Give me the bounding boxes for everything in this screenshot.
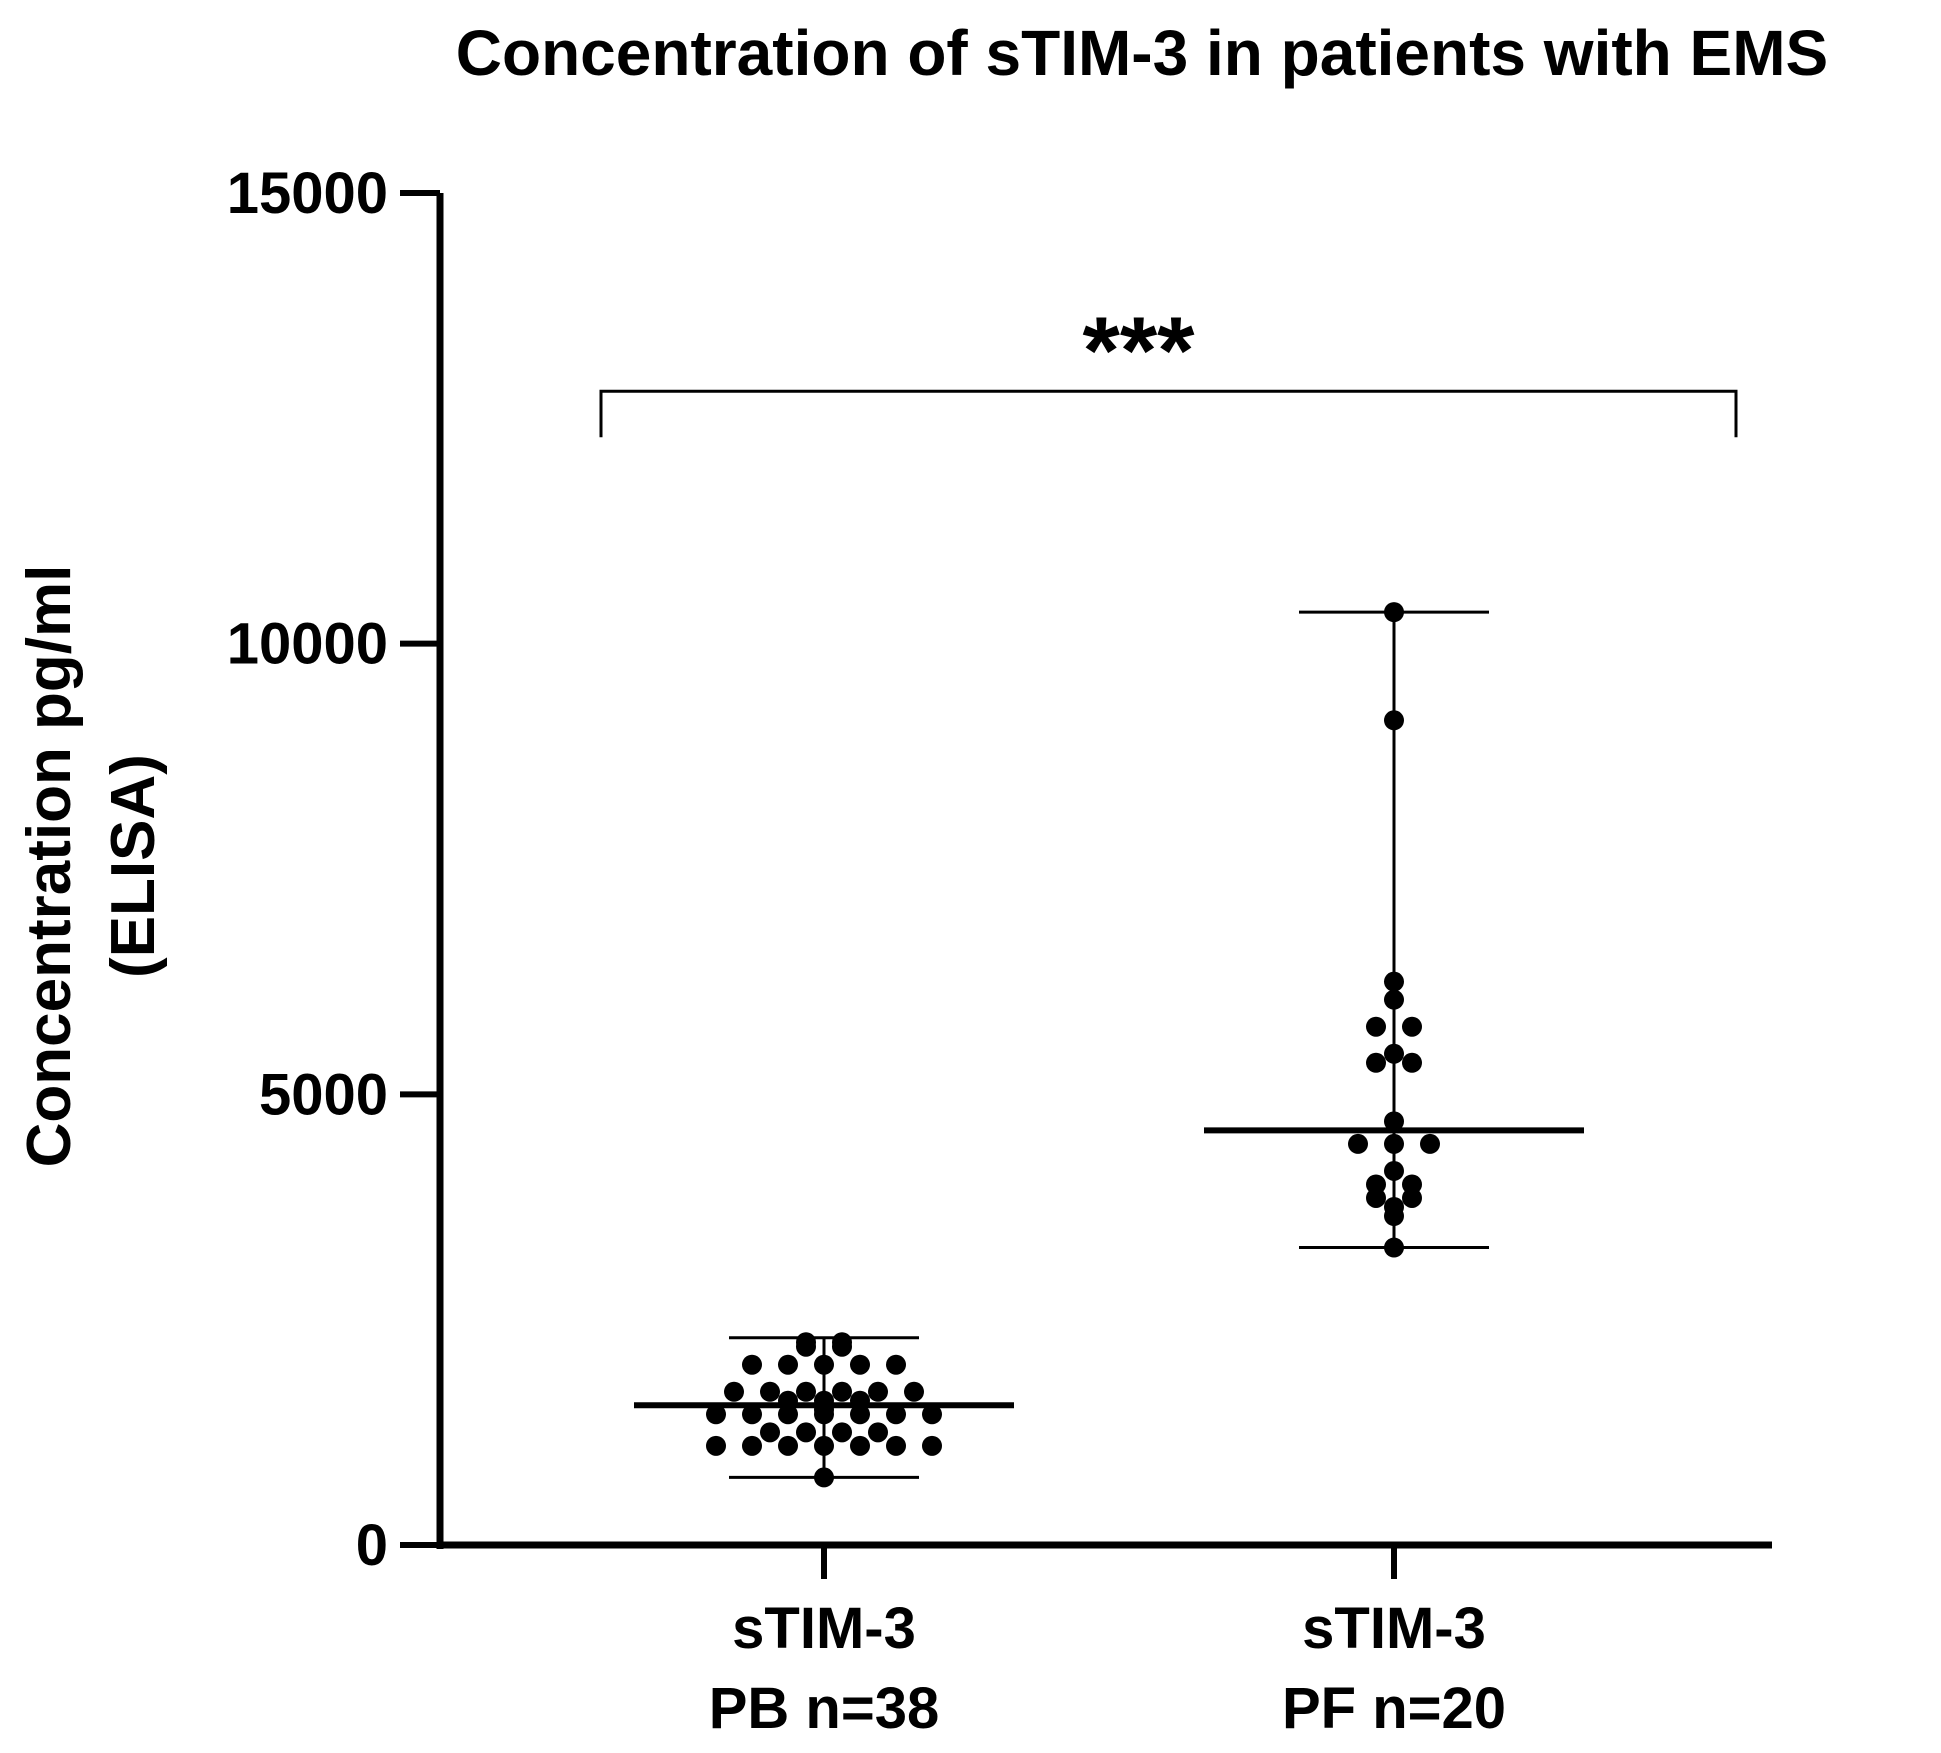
data-point xyxy=(778,1404,798,1425)
data-point xyxy=(832,1381,852,1402)
data-point xyxy=(760,1381,780,1402)
data-point xyxy=(850,1354,870,1375)
data-point xyxy=(760,1422,780,1443)
data-point xyxy=(1384,1133,1404,1154)
data-point xyxy=(868,1422,888,1443)
y-tick-label: 0 xyxy=(356,1513,388,1578)
data-point xyxy=(904,1381,924,1402)
data-point xyxy=(850,1404,870,1425)
data-point xyxy=(814,1435,834,1456)
significance-label: *** xyxy=(1082,297,1195,404)
data-point xyxy=(850,1435,870,1456)
data-point xyxy=(886,1435,906,1456)
data-point xyxy=(832,1422,852,1443)
data-point xyxy=(742,1354,762,1375)
y-tick-label: 15000 xyxy=(227,161,388,226)
y-tick-label: 5000 xyxy=(259,1062,388,1127)
data-point xyxy=(1384,1111,1404,1132)
data-point xyxy=(796,1336,816,1357)
data-marks-group xyxy=(634,602,1584,1488)
data-point xyxy=(1384,1206,1404,1227)
data-point xyxy=(778,1435,798,1456)
data-point xyxy=(1366,1016,1386,1037)
data-point xyxy=(706,1435,726,1456)
x-category-label-line1: sTIM-3 xyxy=(732,1596,916,1661)
axes-group: 0 5000 10000 15000 sTIM-3 PB n=38 sTIM-3 PF n=2… xyxy=(227,161,1772,1741)
data-point xyxy=(1348,1133,1368,1154)
data-point xyxy=(1384,710,1404,731)
data-point xyxy=(742,1404,762,1425)
data-point xyxy=(796,1381,816,1402)
data-point xyxy=(706,1404,726,1425)
data-point xyxy=(1384,1160,1404,1181)
data-point xyxy=(814,1467,834,1488)
data-point xyxy=(1384,1237,1404,1258)
data-point xyxy=(832,1336,852,1357)
y-axis-title-line1: Concentration pg/ml xyxy=(15,565,84,1168)
data-point xyxy=(1420,1133,1440,1154)
significance-bracket xyxy=(599,389,1738,438)
x-category-label-line1: sTIM-3 xyxy=(1302,1596,1486,1661)
chart-title: Concentration of sTIM-3 in patients with… xyxy=(456,17,1828,89)
data-point xyxy=(1366,1187,1386,1208)
data-point xyxy=(1366,1052,1386,1073)
data-point xyxy=(1402,1016,1422,1037)
data-point xyxy=(814,1404,834,1425)
data-point xyxy=(814,1354,834,1375)
annotations-group: *** xyxy=(599,297,1738,438)
data-point xyxy=(724,1381,744,1402)
data-point xyxy=(1402,1187,1422,1208)
data-point xyxy=(922,1404,942,1425)
x-category-label-line2: PF n=20 xyxy=(1282,1676,1506,1741)
data-point xyxy=(868,1381,888,1402)
y-axis-title-line2: (ELISA) xyxy=(99,754,168,978)
x-category-label-line2: PB n=38 xyxy=(709,1676,940,1741)
data-point xyxy=(922,1435,942,1456)
data-point xyxy=(1384,1043,1404,1064)
data-point xyxy=(1402,1052,1422,1073)
data-point xyxy=(796,1422,816,1443)
data-point xyxy=(778,1354,798,1375)
data-point xyxy=(886,1354,906,1375)
data-point xyxy=(1384,602,1404,623)
data-point xyxy=(886,1404,906,1425)
data-point xyxy=(742,1435,762,1456)
y-tick-label: 10000 xyxy=(227,612,388,677)
data-point xyxy=(1384,989,1404,1010)
data-point xyxy=(1384,971,1404,992)
